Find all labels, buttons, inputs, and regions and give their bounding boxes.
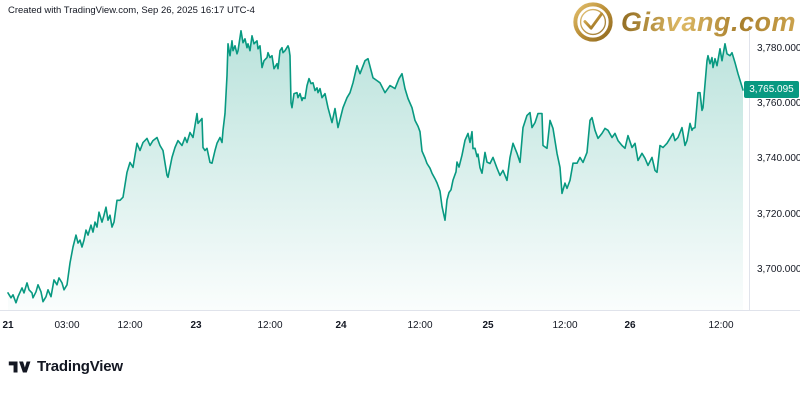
tradingview-logo-icon	[8, 359, 31, 375]
tradingview-logo-text: TradingView	[37, 358, 123, 375]
tradingview-attribution-link[interactable]: Created with TradingView.com, Sep 26, 20…	[8, 5, 255, 16]
time-axis-hour-label: 12:00	[117, 320, 143, 331]
price-axis-label: 3,760.000	[757, 98, 800, 110]
time-axis-day-label: 23	[190, 320, 202, 331]
time-axis-hour-label: 03:00	[54, 320, 80, 331]
price-axis[interactable]: 3,780.000 3,760.000 3,740.000 3,720.000 3,70…	[750, 0, 800, 310]
tradingview-logo[interactable]: TradingView	[8, 358, 123, 375]
price-line	[7, 30, 744, 304]
time-axis-hour-label: 12:00	[257, 320, 283, 331]
price-axis-label: 3,700.000	[757, 263, 800, 275]
area-fill	[8, 30, 743, 311]
last-price-badge: 3,765.095	[744, 81, 799, 99]
giavang-logo[interactable]: Giavang.com	[572, 1, 796, 43]
time-axis-border	[0, 310, 800, 311]
price-axis-label: 3,740.000	[757, 153, 800, 165]
time-axis-day-label: 26	[624, 320, 636, 331]
giavang-logo-text: Giavang.com	[620, 6, 796, 37]
time-axis-day-label: 21	[2, 320, 14, 331]
time-axis-hour-label: 12:00	[407, 320, 433, 331]
price-axis-border	[749, 30, 750, 310]
giavang-logo-icon	[572, 1, 614, 43]
time-axis-day-label: 24	[335, 320, 347, 331]
price-axis-label: 3,780.000	[757, 42, 800, 54]
price-axis-label: 3,720.000	[757, 208, 800, 220]
time-axis[interactable]: 21 03:00 12:00 23 12:00 24 12:00 25 12:00 26 12:00	[0, 311, 749, 335]
time-axis-day-label: 25	[482, 320, 494, 331]
time-axis-hour-label: 12:00	[552, 320, 578, 331]
time-axis-hour-label: 12:00	[708, 320, 734, 331]
